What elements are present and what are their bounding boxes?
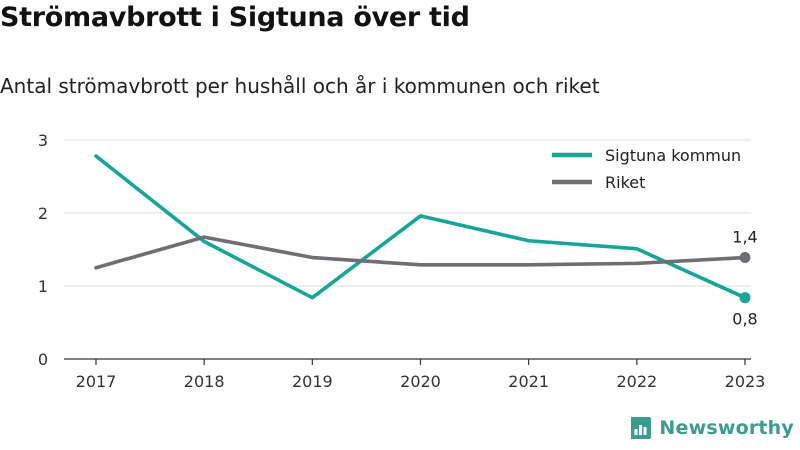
x-tick-label: 2020 xyxy=(400,372,441,391)
end-label-sigtuna-kommun: 0,8 xyxy=(732,310,757,329)
legend-label-riket: Riket xyxy=(605,173,645,192)
y-tick-label: 2 xyxy=(38,204,48,223)
x-tick-label: 2021 xyxy=(508,372,549,391)
x-tick-label: 2018 xyxy=(184,372,225,391)
x-tick-label: 2017 xyxy=(76,372,117,391)
x-tick-label: 2023 xyxy=(725,372,766,391)
newsworthy-logo-icon xyxy=(631,417,652,439)
series-line-riket xyxy=(94,235,747,270)
brand-logo: Newsworthy xyxy=(628,416,794,440)
grid-lines xyxy=(64,139,751,287)
y-tick-label: 0 xyxy=(38,350,48,369)
chart-title: Strömavbrott i Sigtuna över tid xyxy=(0,2,470,33)
legend: Sigtuna kommun Riket xyxy=(552,146,741,192)
brand-name: Newsworthy xyxy=(659,417,794,439)
axes: 0 1 2 3 2017 2018 2019 2020 2021 2022 2023 xyxy=(38,131,766,391)
x-tick-label: 2019 xyxy=(292,372,333,391)
series-line-sigtuna-kommun xyxy=(94,154,747,300)
data-labels: 0,8 1,4 xyxy=(732,228,757,329)
end-point-sigtuna-kommun xyxy=(739,292,751,304)
end-point-riket xyxy=(739,252,751,264)
y-tick-label: 3 xyxy=(38,131,48,150)
x-tick-label: 2022 xyxy=(616,372,657,391)
end-label-riket: 1,4 xyxy=(732,228,757,247)
y-tick-label: 1 xyxy=(38,277,48,296)
legend-label-sigtuna-kommun: Sigtuna kommun xyxy=(605,146,741,165)
series-lines xyxy=(94,154,751,304)
chart-subtitle: Antal strömavbrott per hushåll och år i … xyxy=(0,74,600,98)
